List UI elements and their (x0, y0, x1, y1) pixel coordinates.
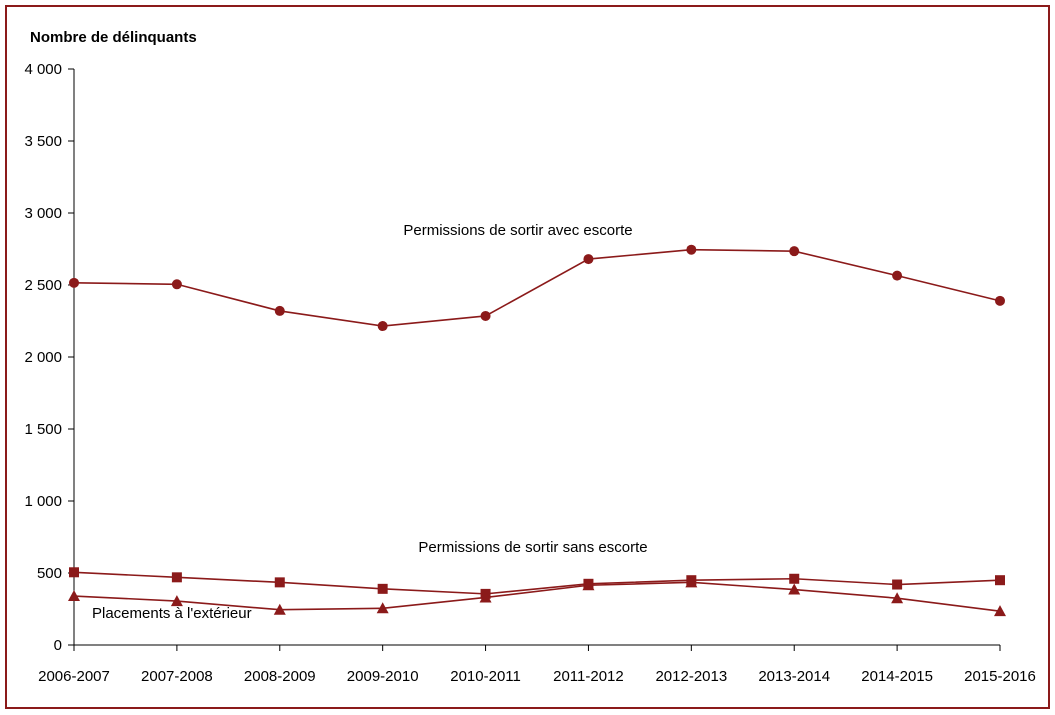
data-point-circle (69, 277, 79, 288)
data-point-circle (789, 246, 800, 257)
x-tick-label: 2006-2007 (38, 668, 110, 685)
data-point-circle (171, 279, 182, 290)
series-label-1: Permissions de sortir avec escorte (403, 222, 632, 239)
series-lines (73, 248, 1001, 612)
x-tick-label: 2008-2009 (244, 668, 316, 685)
y-tick-label: 2 000 (24, 349, 62, 366)
x-tick-label: 2009-2010 (347, 668, 419, 685)
data-point-circle (377, 321, 388, 332)
x-tick-label: 2014-2015 (861, 668, 933, 685)
x-tick-label: 2012-2013 (655, 668, 727, 685)
data-point-triangle (273, 603, 286, 615)
y-tick-label: 3 500 (24, 133, 62, 150)
data-point-triangle (582, 579, 595, 591)
data-point-triangle (479, 591, 492, 603)
data-point-triangle (788, 583, 801, 595)
data-point-triangle (376, 602, 389, 614)
y-tick-label: 2 500 (24, 277, 62, 294)
data-point-triangle (685, 576, 698, 588)
data-point-triangle (68, 590, 80, 602)
x-tick-label: 2011-2012 (553, 668, 624, 685)
series-label-2: Permissions de sortir sans escorte (418, 539, 647, 556)
y-tick-label: 500 (37, 565, 62, 582)
x-tick-label: 2007-2008 (141, 668, 213, 685)
series-markers (68, 244, 1006, 617)
y-axis-title: Nombre de délinquants (30, 29, 197, 46)
chart-frame (5, 5, 1050, 709)
data-point-square (995, 575, 1005, 586)
x-axis-ticks: 2006-2007 2007-2008 2008-2009 2009-2010 2010… (38, 645, 1036, 685)
data-point-triangle (170, 595, 183, 607)
data-point-square (274, 577, 285, 588)
data-point-circle (686, 244, 697, 255)
y-axis-ticks: 0 500 1 000 1 500 2 000 2 500 3 000 3 500 4 000 (24, 61, 74, 654)
data-point-square (892, 579, 903, 590)
series-line-1 (73, 248, 1001, 327)
x-tick-label: 2013-2014 (758, 668, 830, 685)
y-tick-label: 1 500 (24, 421, 62, 438)
y-tick-label: 3 000 (24, 205, 62, 222)
x-tick-label: 2015-2016 (964, 668, 1036, 685)
data-point-circle (892, 270, 903, 281)
x-tick-label: 2010-2011 (450, 668, 521, 685)
series-line-2 (73, 571, 1001, 595)
series-labels: Permissions de sortir avec escorte Permis… (92, 222, 648, 622)
y-tick-label: 0 (54, 637, 62, 654)
data-point-circle (995, 295, 1005, 306)
y-tick-label: 4 000 (24, 61, 62, 78)
series-line-3 (73, 581, 1001, 612)
data-point-square (171, 572, 182, 583)
data-point-square (789, 573, 800, 584)
data-point-circle (274, 305, 285, 316)
data-point-square (69, 567, 79, 578)
axes (73, 69, 1000, 646)
data-point-triangle (994, 605, 1006, 617)
data-point-triangle (891, 592, 904, 604)
data-point-circle (480, 310, 491, 321)
data-point-square (377, 583, 388, 594)
series-label-3: Placements à l'extérieur (92, 605, 252, 622)
data-point-circle (583, 254, 594, 265)
y-tick-label: 1 000 (24, 493, 62, 510)
